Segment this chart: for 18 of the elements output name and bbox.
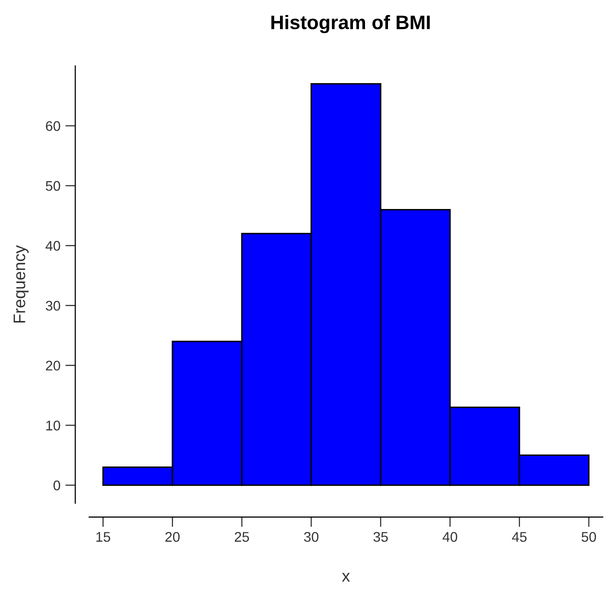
y-tick-label: 10	[46, 420, 60, 430]
x-tick-label: 25	[234, 532, 249, 542]
x-tick-label: 15	[96, 532, 110, 542]
x-tick-label: 20	[165, 532, 180, 542]
y-axis-title: Frequency	[14, 245, 29, 323]
y-tick-label: 0	[54, 480, 60, 490]
x-tick-label: 35	[373, 532, 388, 542]
y-tick-label: 60	[46, 121, 60, 131]
y-tick-label: 40	[46, 240, 60, 251]
x-axis-title: x	[342, 572, 350, 582]
y-tick-label: 20	[46, 360, 60, 371]
chart-title: Histogram of BMI	[271, 14, 430, 34]
x-tick-label: 30	[304, 532, 318, 542]
y-tick-label: 50	[46, 181, 60, 191]
x-tick-label: 40	[442, 532, 458, 542]
y-tick-label: 30	[46, 300, 60, 311]
x-tick-label: 45	[512, 532, 527, 542]
x-tick-label: 50	[582, 532, 596, 542]
